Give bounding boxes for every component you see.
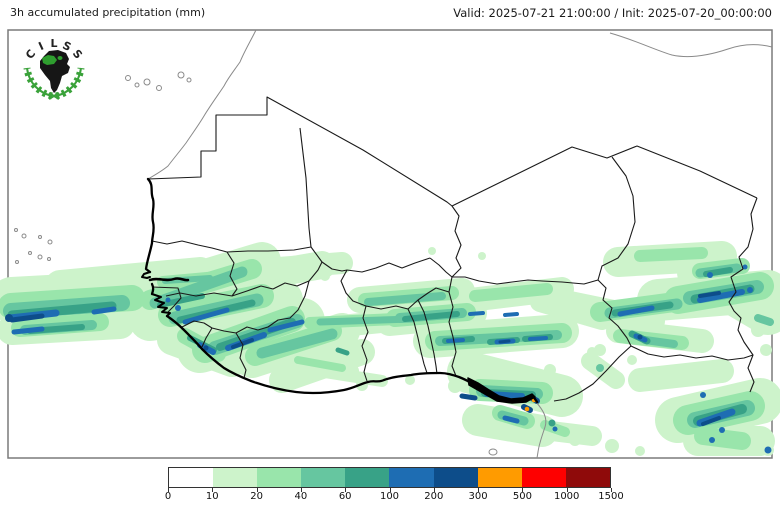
colorbar-tick <box>389 488 391 492</box>
precip-spot <box>596 364 604 372</box>
islands <box>14 71 498 456</box>
colorbar-segment <box>213 468 258 487</box>
colorbar-tick <box>256 488 258 492</box>
precip-layer-100-200-dots <box>165 264 772 454</box>
colorbar-segment <box>521 468 566 487</box>
colorbar-segment <box>345 468 390 487</box>
svg-text:L: L <box>50 37 57 50</box>
colorbar-tick-label: 1000 <box>553 491 580 502</box>
valid-time-label: Valid: 2025-07-21 21:00:00 / Init: 2025-… <box>453 6 772 20</box>
colorbar-tick <box>212 488 214 492</box>
precip-layer-200-300-dots <box>5 314 643 351</box>
colorbar-tick-label: 100 <box>379 491 400 502</box>
colorbar-tick-label: 200 <box>424 491 444 502</box>
colorbar-tick <box>345 488 347 492</box>
colorbar-segment <box>169 468 214 487</box>
colorbar-tick <box>478 488 480 492</box>
colorbar-tick-label: 10 <box>205 491 219 502</box>
colorbar-tick <box>300 488 302 492</box>
colorbar-tick <box>566 488 568 492</box>
colorbar-segment <box>477 468 522 487</box>
neighbor-coastline <box>147 29 773 459</box>
colorbar-tick-label: 60 <box>338 491 352 502</box>
map-frame <box>7 29 773 459</box>
colorbar-tick <box>433 488 435 492</box>
wreath-tie <box>48 92 60 100</box>
west-africa-region <box>42 55 57 65</box>
colorbar-segment <box>433 468 478 487</box>
colorbar-tick-label: 300 <box>468 491 488 502</box>
colorbar-tick-label: 40 <box>294 491 308 502</box>
colorbar-tick-label: 0 <box>164 491 172 502</box>
colorbar-segment <box>389 468 434 487</box>
precip-layer-10-20-dots <box>320 247 774 456</box>
colorbar-tick <box>168 488 169 492</box>
colorbar-segment <box>257 468 302 487</box>
colorbar-segments <box>168 467 611 488</box>
colorbar-tick-label: 1500 <box>598 491 624 502</box>
precip-spot <box>548 419 556 427</box>
sahel-region-dot <box>57 56 63 60</box>
page-title: 3h accumulated precipitation (mm) <box>10 6 206 19</box>
colorbar-tick-label: 500 <box>512 491 532 502</box>
colorbar-segment <box>565 468 610 487</box>
colorbar-tick <box>611 488 612 492</box>
colorbar-segment <box>301 468 346 487</box>
coastline <box>141 177 539 404</box>
country-borders <box>147 96 758 402</box>
niger-delta-coast <box>467 377 536 404</box>
colorbar-tick <box>522 488 524 492</box>
colorbar-tick-label: 20 <box>250 491 263 502</box>
svg-text:I: I <box>37 40 46 54</box>
